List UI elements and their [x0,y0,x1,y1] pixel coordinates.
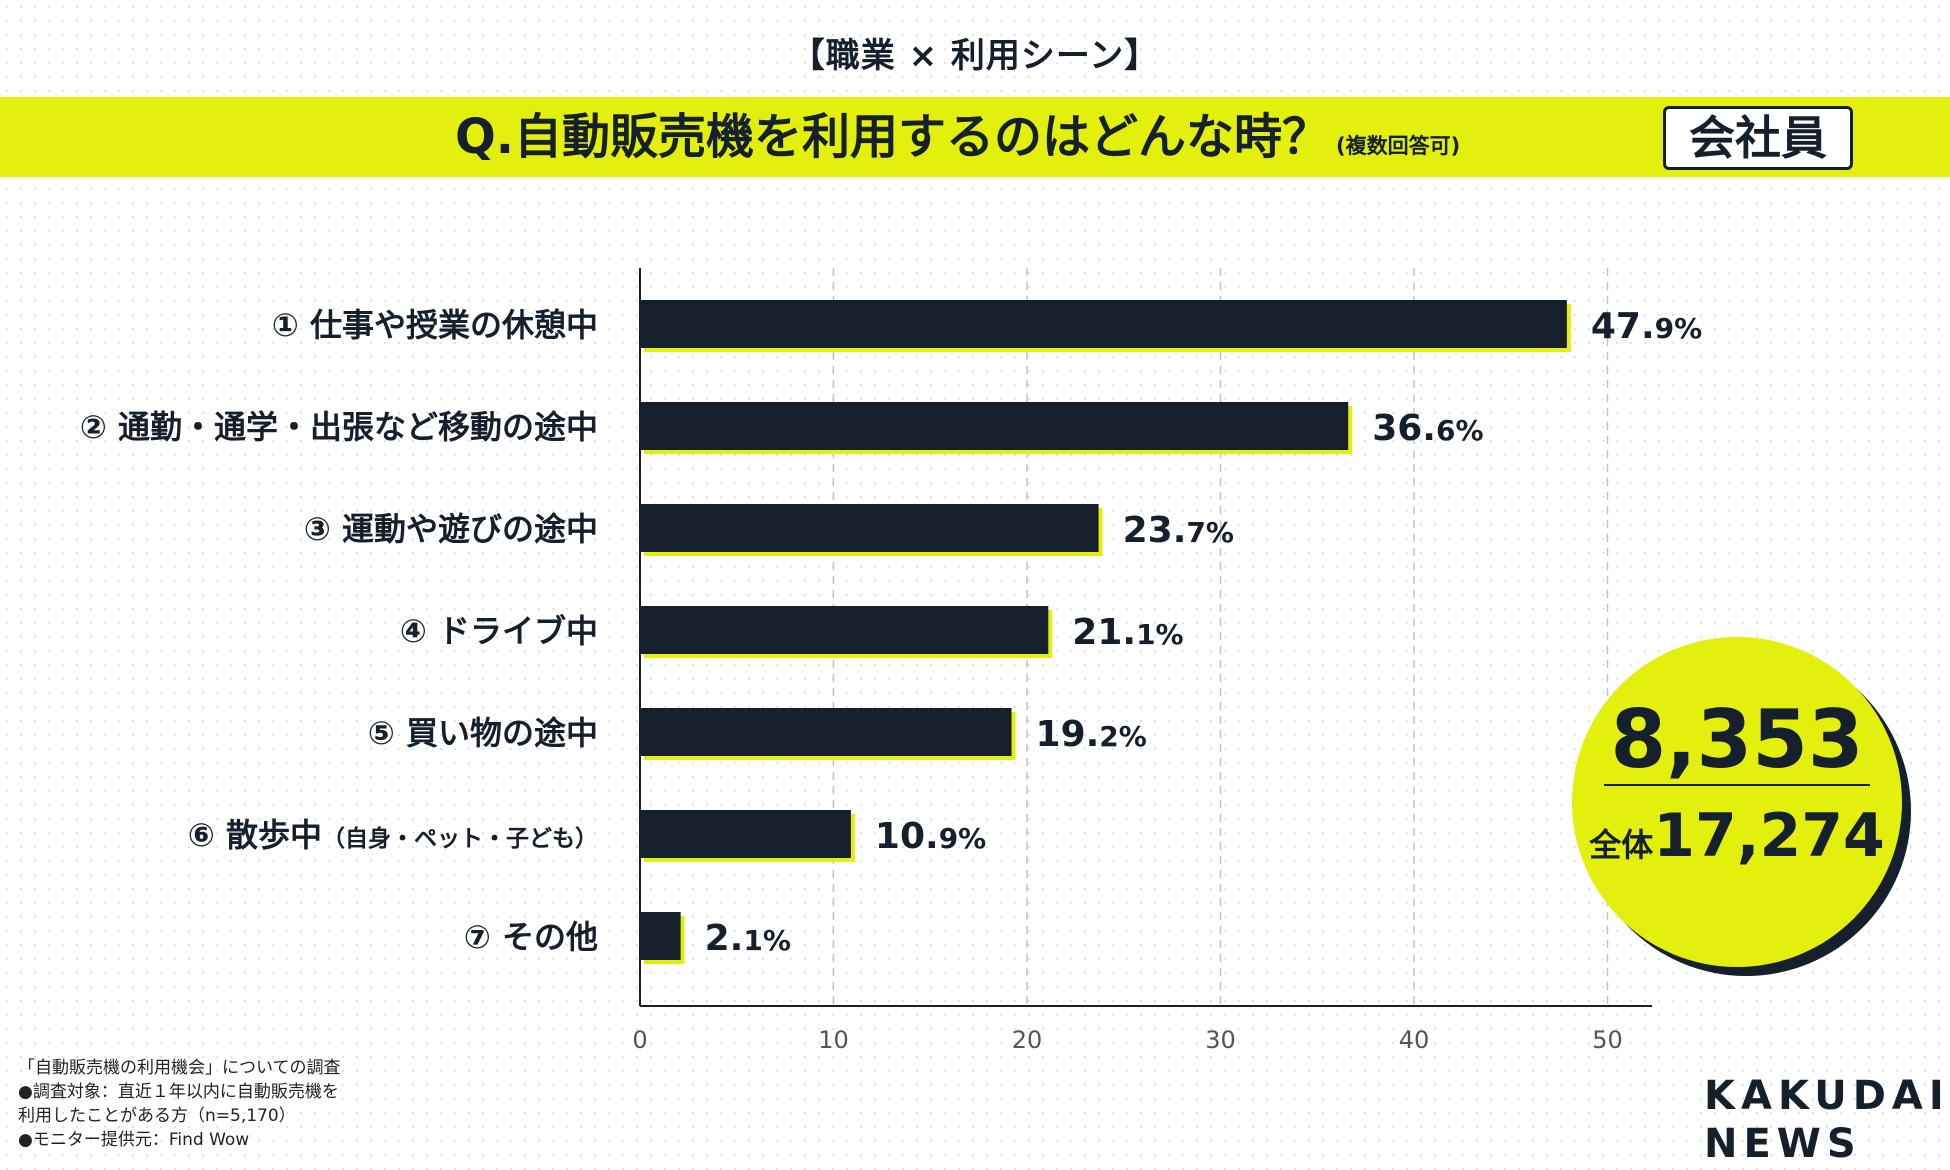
data-label: 2.1% [705,918,791,959]
x-tick-label: 0 [632,1026,647,1054]
footnote-line: ●調査対象：直近１年以内に自動販売機を [18,1082,339,1102]
category-label: ⑥ 散歩中（自身・ペット・子ども） [188,816,598,854]
category-label: ④ ドライブ中 [400,612,598,650]
brand-logo: KAKUDAI NEWS [1704,1072,1950,1168]
bar [640,708,1012,756]
data-label: 23.7% [1123,510,1234,551]
category-label: ⑦ その他 [464,918,598,956]
brand-line: KAKUDAI [1704,1073,1950,1119]
footnote-line: 利用したことがある方（n=5,170） [18,1106,296,1126]
segment-count: 8,353 [1610,693,1864,786]
footnote-line: 「自動販売機の利用機会」についての調査 [18,1058,341,1078]
total-value: 17,274 [1653,801,1885,871]
question-banner: Q.自動販売機を利用するのはどんな時？ (複数回答可) 会社員 [0,97,1950,177]
x-tick-label: 20 [1012,1026,1043,1054]
survey-footnote: 「自動販売機の利用機会」についての調査 ●調査対象：直近１年以内に自動販売機を … [18,1056,341,1152]
x-tick-label: 50 [1592,1026,1623,1054]
bar [640,402,1349,450]
x-tick-label: 30 [1205,1026,1236,1054]
total-count: 全体17,274 [1572,801,1902,871]
category-label: ③ 運動や遊びの途中 [304,510,598,548]
x-tick-label: 40 [1399,1026,1430,1054]
question-main: Q.自動販売機を利用するのはどんな時？ [455,109,1331,165]
bar [640,912,681,960]
bar [640,810,851,858]
chart-title: 【職業 × 利用シーン】 [790,36,1160,76]
footnote-line: ●モニター提供元：Find Wow [18,1130,250,1150]
x-tick-label: 10 [818,1026,849,1054]
bar [640,504,1099,552]
category-label: ② 通勤・通学・出張など移動の途中 [80,408,598,446]
data-label: 10.9% [875,816,986,857]
category-label: ① 仕事や授業の休憩中 [272,306,598,344]
data-label: 36.6% [1372,408,1483,449]
brand-line: NEWS [1704,1121,1862,1167]
data-label: 47.9% [1591,306,1702,347]
bar [640,606,1049,654]
question-text: Q.自動販売機を利用するのはどんな時？ (複数回答可) [455,97,1460,177]
question-note: (複数回答可) [1336,134,1461,158]
data-label: 21.1% [1072,612,1183,653]
category-label: ⑤ 買い物の途中 [368,714,598,752]
segment-label: 会社員 [1663,106,1853,170]
badge-divider [1604,784,1870,786]
data-label: 19.2% [1036,714,1147,755]
sample-size-badge: 8,353 全体17,274 [1572,637,1902,967]
total-label: 全体 [1589,826,1654,864]
bar [640,300,1567,348]
